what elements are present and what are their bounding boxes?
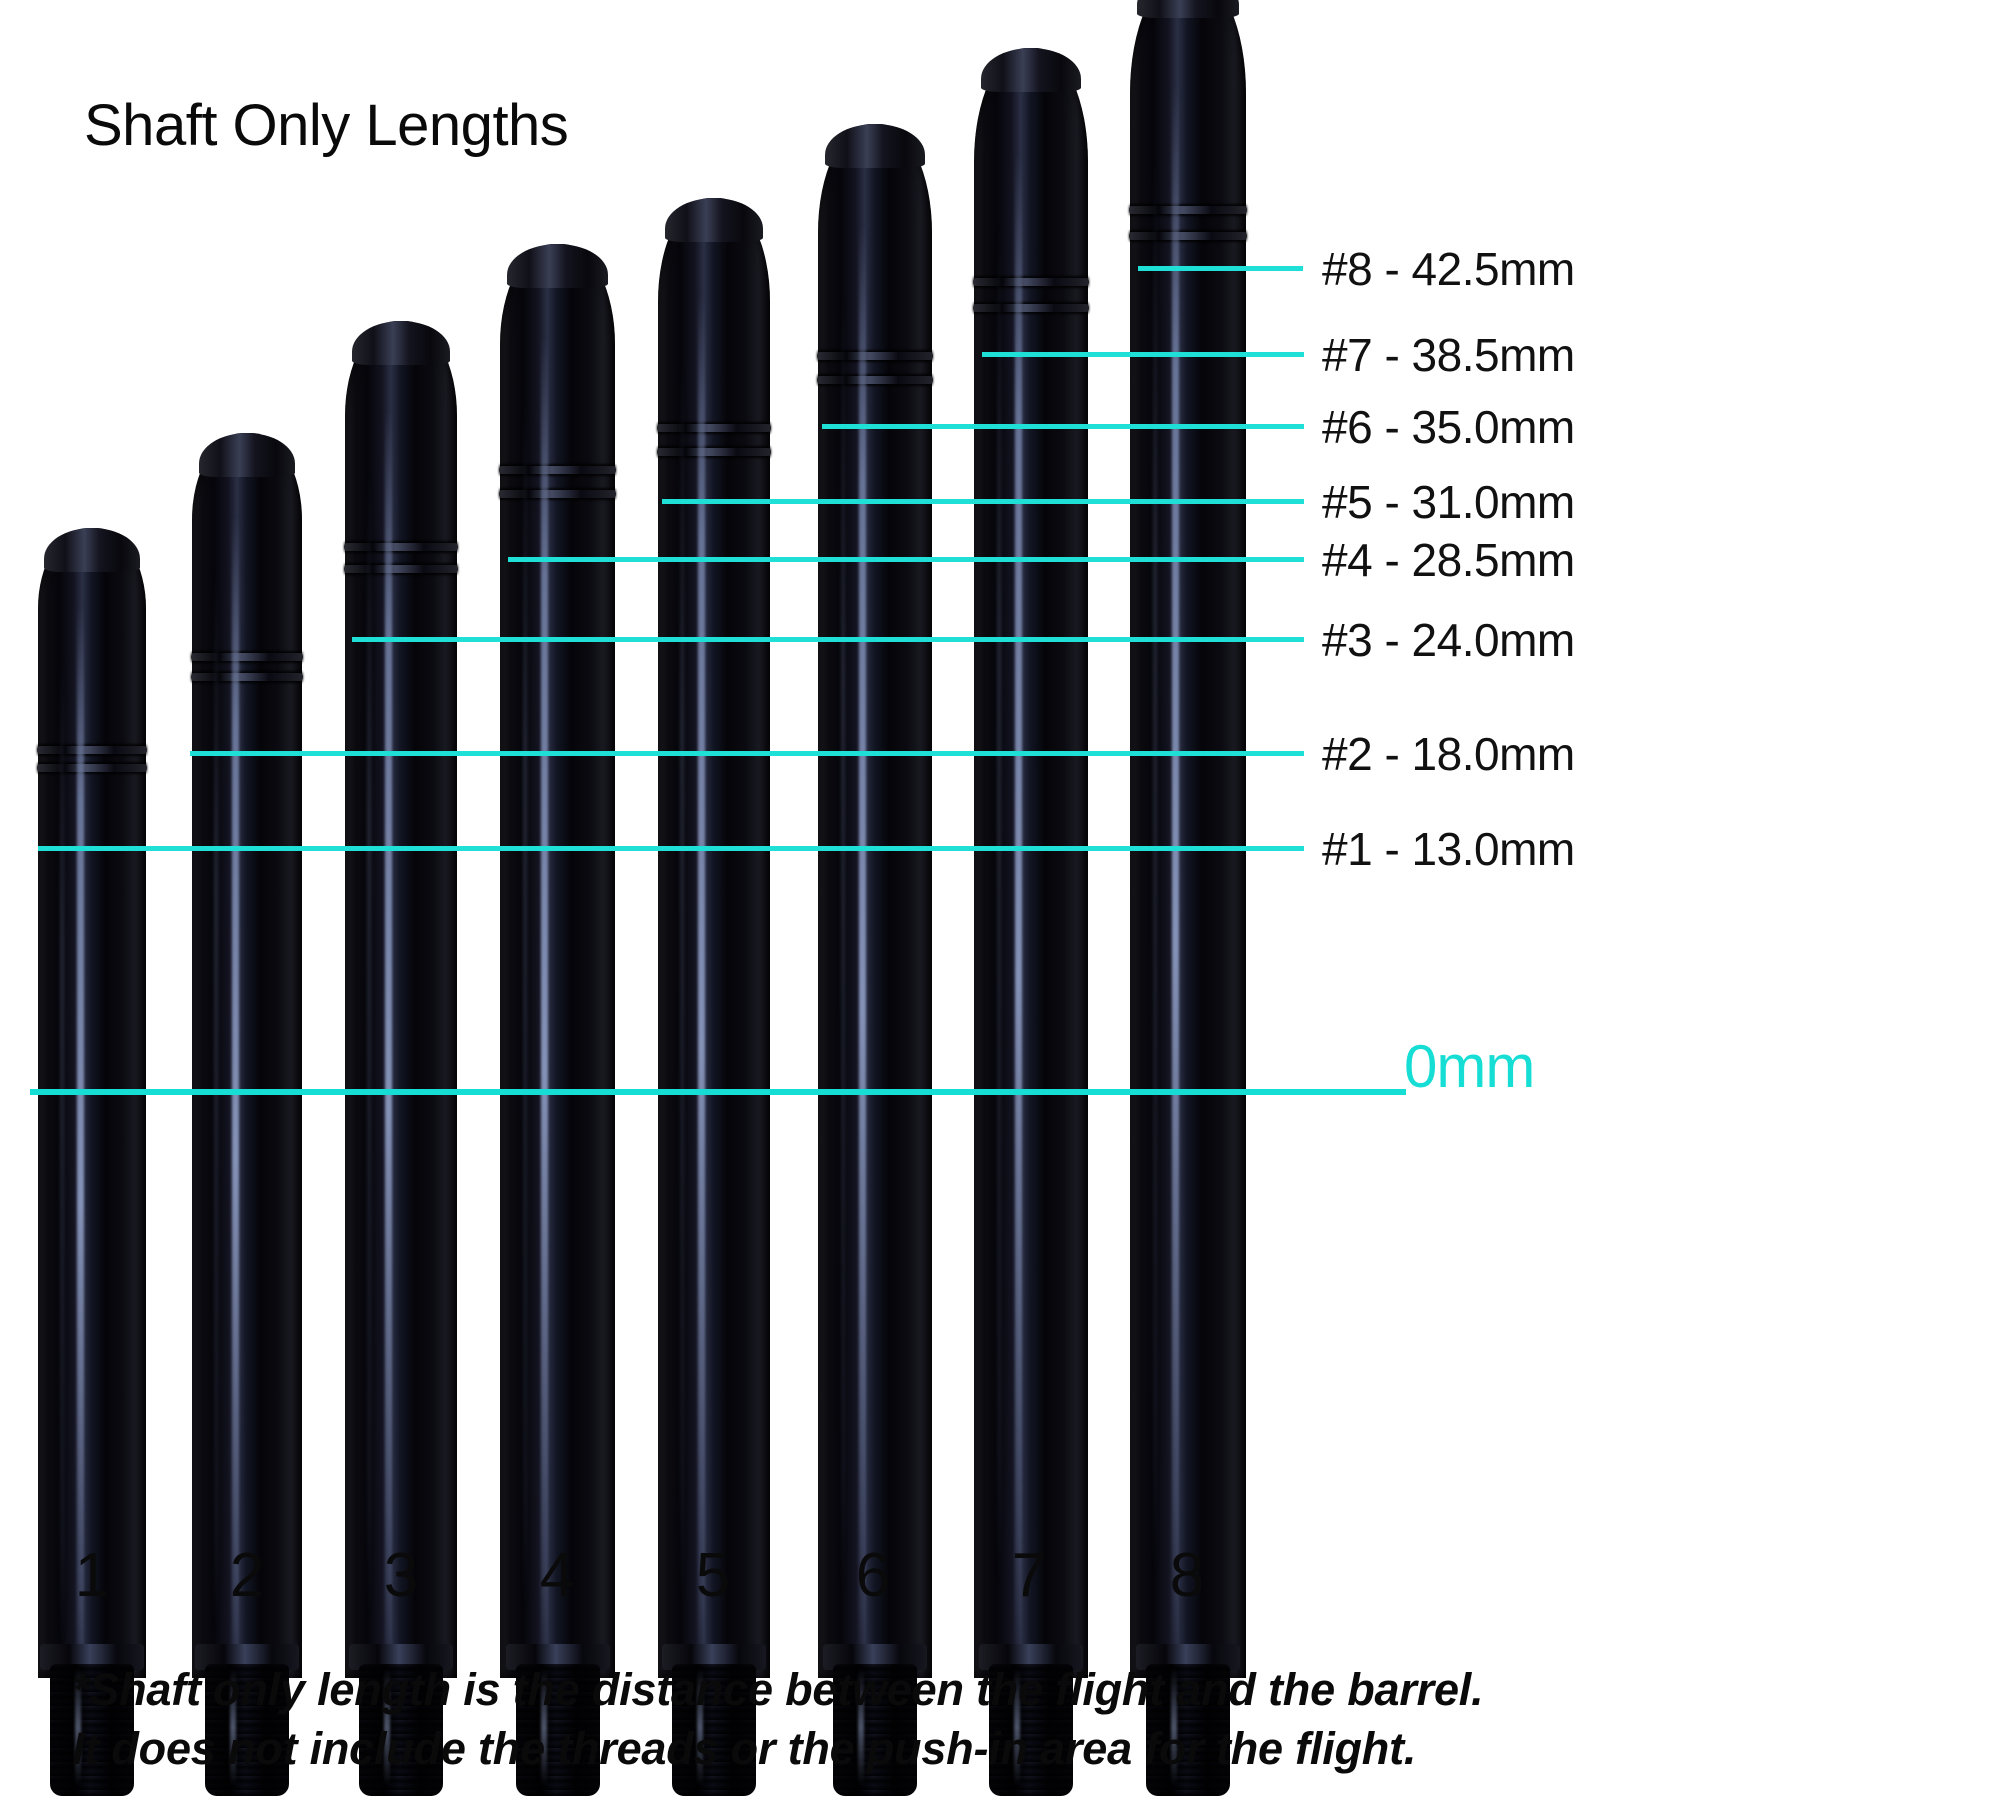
- shaft-thread: [989, 1664, 1073, 1796]
- shaft-highlight: [859, 224, 867, 1663]
- shaft-ring: [498, 490, 617, 498]
- shaft-body: [500, 244, 615, 1678]
- shaft-cap: [44, 528, 140, 572]
- shaft-highlight: [1171, 83, 1179, 1651]
- shaft-body: [38, 528, 146, 1678]
- shaft-highlight-secondary: [367, 468, 372, 1619]
- shaft-body: [1130, 0, 1246, 1678]
- shaft-cap: [198, 433, 296, 477]
- shaft-highlight: [76, 604, 84, 1695]
- shaft-thread: [515, 1664, 600, 1796]
- shaft-ring: [343, 543, 459, 551]
- shaft-highlight-secondary: [214, 569, 218, 1633]
- shaft-number-6: 6: [855, 1541, 891, 1610]
- measure-line-4: [508, 557, 1304, 562]
- measure-line-1: [38, 846, 1304, 851]
- shaft-cap: [351, 321, 451, 365]
- shaft-ring: [36, 746, 148, 754]
- shaft-thread: [50, 1664, 134, 1796]
- shaft-ring: [36, 764, 148, 772]
- shaft-ring: [498, 466, 617, 474]
- shaft-body: [192, 433, 302, 1678]
- shaft-6: [816, 124, 934, 1796]
- measure-line-7: [982, 352, 1304, 357]
- shaft-number-7: 7: [1011, 1541, 1047, 1610]
- measure-label-1: #1 - 13.0mm: [1322, 823, 1575, 875]
- shaft-1: [36, 528, 148, 1796]
- shaft-ring: [190, 653, 304, 661]
- shaft-cap: [824, 124, 926, 168]
- measure-label-zero: 0mm: [1404, 1033, 1535, 1100]
- shaft-highlight: [698, 293, 706, 1669]
- shaft-ring: [190, 673, 304, 681]
- measure-line-5: [662, 499, 1304, 504]
- shaft-number-2: 2: [229, 1541, 265, 1610]
- shaft-ring: [816, 352, 934, 360]
- shaft-cap: [506, 244, 609, 288]
- shaft-number-1: 1: [74, 1541, 110, 1610]
- shaft-ring: [343, 565, 459, 573]
- shaft-highlight-secondary: [680, 357, 685, 1605]
- shaft-ring: [656, 424, 772, 432]
- shaft-body: [345, 321, 457, 1678]
- measure-label-4: #4 - 28.5mm: [1322, 534, 1575, 586]
- shaft-number-3: 3: [383, 1541, 419, 1610]
- measure-line-zero: [30, 1089, 1406, 1095]
- shaft-highlight-secondary: [523, 399, 527, 1610]
- shaft-cap: [1136, 0, 1240, 18]
- shaft-3: [343, 321, 459, 1796]
- shaft-7: [972, 48, 1090, 1796]
- shaft-highlight-secondary: [996, 222, 1001, 1587]
- shaft-thread: [672, 1664, 756, 1796]
- measure-line-3: [352, 637, 1304, 642]
- shaft-ring: [816, 376, 934, 384]
- page-title: Shaft Only Lengths: [84, 93, 569, 158]
- measure-label-6: #6 - 35.0mm: [1322, 401, 1575, 453]
- measure-label-8: #8 - 42.5mm: [1322, 243, 1575, 295]
- shaft-thread: [833, 1664, 917, 1796]
- shaft-cap: [664, 198, 764, 242]
- shaft-highlight: [1015, 152, 1023, 1657]
- measure-label-5: #5 - 31.0mm: [1322, 476, 1575, 528]
- shaft-cap: [980, 48, 1082, 92]
- shaft-ring: [656, 448, 772, 456]
- shaft-4: [498, 244, 617, 1796]
- shaft-body: [658, 198, 770, 1678]
- measure-line-6: [822, 424, 1304, 429]
- footnote-line-2: It does not include the threads or the p…: [72, 1723, 1417, 1775]
- shaft-ring: [972, 304, 1090, 312]
- shaft-2: [190, 433, 304, 1796]
- shaft-thread: [1146, 1664, 1230, 1796]
- shaft-highlight-secondary: [59, 654, 64, 1644]
- shaft-highlight-secondary: [840, 291, 845, 1596]
- shaft-thread: [205, 1664, 289, 1796]
- shaft-highlight: [385, 409, 393, 1678]
- shaft-5: [656, 198, 772, 1796]
- measure-line-2: [190, 751, 1304, 756]
- shaft-number-4: 4: [539, 1541, 575, 1610]
- shaft-ring: [972, 278, 1090, 286]
- shaft-highlight: [541, 337, 549, 1672]
- shaft-body: [974, 48, 1088, 1678]
- measure-label-7: #7 - 38.5mm: [1322, 329, 1575, 381]
- footnote: *Shaft only length is the distance betwe…: [72, 1660, 1484, 1779]
- measure-label-3: #3 - 24.0mm: [1322, 614, 1575, 666]
- shaft-highlight: [231, 514, 239, 1687]
- shaft-number-8: 8: [1169, 1541, 1205, 1610]
- measure-label-2: #2 - 18.0mm: [1322, 728, 1575, 780]
- shaft-ring: [1128, 206, 1248, 214]
- shaft-highlight-secondary: [1153, 156, 1158, 1578]
- shaft-number-5: 5: [695, 1541, 731, 1610]
- footnote-line-1: *Shaft only length is the distance betwe…: [72, 1664, 1484, 1715]
- measure-line-8: [1138, 266, 1303, 271]
- shaft-8: [1128, 0, 1248, 1796]
- shaft-thread: [359, 1664, 443, 1796]
- shaft-ring: [1128, 232, 1248, 240]
